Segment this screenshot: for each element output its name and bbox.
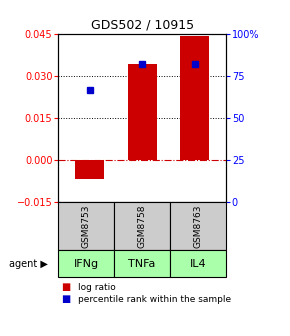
Text: IFNg: IFNg bbox=[73, 259, 99, 269]
Text: log ratio: log ratio bbox=[78, 283, 116, 292]
Text: ■: ■ bbox=[61, 294, 70, 304]
Text: GSM8758: GSM8758 bbox=[137, 204, 147, 248]
Bar bbox=[75, 160, 104, 179]
Text: TNFa: TNFa bbox=[128, 259, 156, 269]
Text: agent ▶: agent ▶ bbox=[9, 259, 48, 269]
Text: GSM8763: GSM8763 bbox=[194, 204, 203, 248]
Title: GDS502 / 10915: GDS502 / 10915 bbox=[90, 18, 194, 31]
Text: IL4: IL4 bbox=[190, 259, 206, 269]
Bar bbox=[128, 65, 157, 160]
Text: percentile rank within the sample: percentile rank within the sample bbox=[78, 295, 231, 303]
Text: ■: ■ bbox=[61, 282, 70, 292]
Bar bbox=[180, 36, 209, 160]
Text: GSM8753: GSM8753 bbox=[81, 204, 90, 248]
